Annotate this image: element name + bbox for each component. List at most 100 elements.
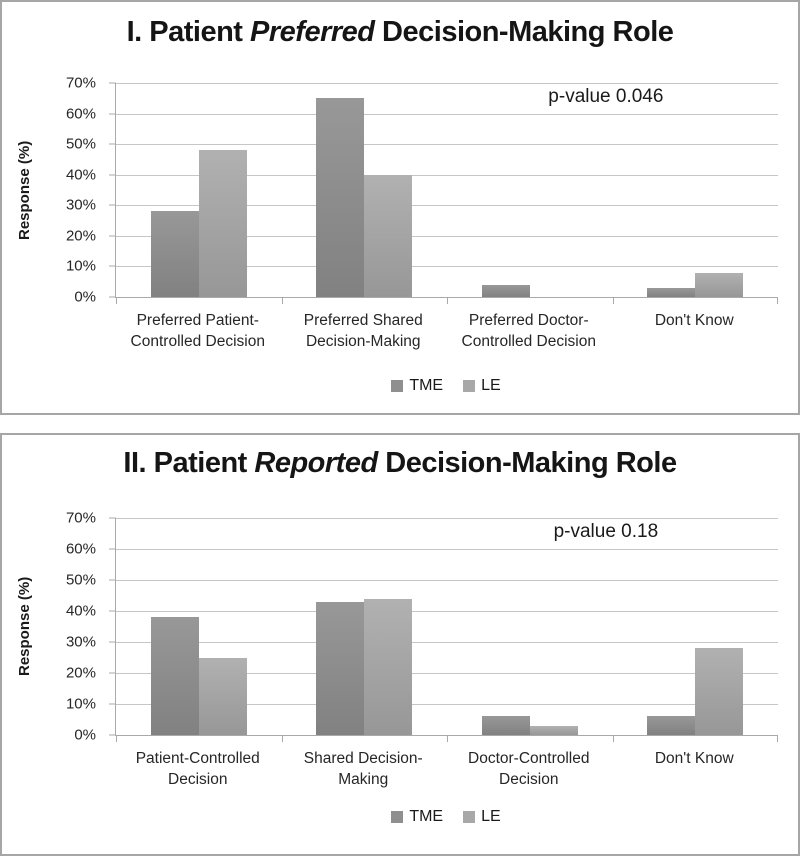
y-tick-mark (109, 143, 116, 145)
x-category-label: Shared Decision- Making (281, 748, 447, 790)
y-tick-mark (109, 82, 116, 84)
gridline (116, 174, 778, 176)
x-axis-labels: Preferred Patient- Controlled Decision Pre… (115, 310, 777, 352)
x-category-label: Patient-Controlled Decision (115, 748, 281, 790)
x-category-label-line: Decision-Making (305, 333, 421, 350)
x-category-label-line: Patient-Controlled (135, 750, 260, 767)
x-tick-mark (281, 297, 283, 304)
chart-panel-preferred-role: I. Patient Preferred Decision-Making Rol… (0, 0, 800, 415)
legend-label-le: LE (481, 377, 501, 394)
gridline (116, 549, 778, 550)
y-tick-mark (109, 235, 116, 237)
bar-le-group-2 (364, 598, 413, 735)
chart-title-suffix: Decision-Making Role (377, 447, 677, 479)
y-tick-label: 60% (65, 540, 96, 558)
x-category-label: Don't Know (612, 310, 778, 352)
x-category-label-line: Preferred Patient- (136, 312, 259, 329)
bar-tme-group-4 (647, 716, 696, 735)
legend-label-le: LE (481, 808, 501, 825)
y-tick-mark (109, 265, 116, 267)
y-tick-label: 0% (74, 726, 96, 744)
x-category-label-line: Making (338, 771, 389, 788)
bar-tme-group-2 (316, 601, 365, 735)
y-tick-mark (109, 296, 116, 298)
y-tick-mark (109, 113, 116, 115)
y-tick-mark (109, 204, 116, 206)
bar-le-group-4 (695, 648, 744, 735)
y-tick-mark (109, 672, 116, 674)
bar-tme-group-2 (316, 98, 365, 297)
x-category-label-line: Don't Know (654, 312, 734, 329)
x-tick-mark (447, 297, 448, 304)
y-tick-label: 10% (65, 695, 96, 713)
x-category-label-line: Preferred Doctor- (468, 312, 589, 329)
legend-swatch-tme-icon (391, 811, 404, 823)
y-tick-label: 30% (65, 633, 96, 651)
legend-item-tme: TME (391, 808, 443, 826)
chart-title-italic: Reported (254, 447, 378, 479)
y-tick-mark (109, 579, 116, 581)
chart-title-italic: Preferred (250, 16, 375, 48)
gridline (116, 580, 778, 581)
x-category-label-line: Decision (499, 771, 559, 788)
y-tick-label: 40% (65, 602, 96, 620)
x-category-label-line: Preferred Shared (303, 312, 423, 329)
chart-title: I. Patient Preferred Decision-Making Rol… (2, 16, 798, 49)
y-tick-label: 10% (65, 257, 96, 275)
y-axis-ticks: 0% 10% 20% 30% 40% 50% 60% 70% (2, 76, 102, 305)
bar-le-group-4 (695, 272, 744, 297)
bar-tme-group-4 (647, 287, 696, 297)
x-tick-mark (447, 735, 448, 742)
y-tick-mark (109, 548, 116, 550)
x-category-label-line: Controlled Decision (461, 333, 596, 350)
gridline (116, 113, 778, 115)
gridline (116, 673, 778, 675)
bar-tme-group-1 (150, 211, 199, 297)
gridline (116, 642, 778, 643)
x-category-label: Preferred Patient- Controlled Decision (115, 310, 281, 352)
y-tick-label: 60% (65, 105, 96, 123)
bar-le-group-1 (198, 150, 247, 297)
bar-tme-group-3 (481, 284, 530, 297)
gridline (116, 611, 778, 613)
x-category-label-line: Controlled Decision (130, 333, 265, 350)
x-tick-mark (777, 297, 778, 304)
p-value-annotation: p-value 0.18 (553, 521, 659, 542)
x-tick-mark (612, 735, 614, 742)
plot-area: p-value 0.18 (109, 517, 778, 742)
y-tick-label: 50% (65, 571, 96, 589)
x-category-label: Preferred Shared Decision-Making (281, 310, 447, 352)
y-tick-label: 70% (65, 509, 96, 527)
legend-swatch-tme-icon (391, 380, 404, 392)
p-value-annotation: p-value 0.046 (548, 86, 664, 107)
gridline (116, 144, 778, 146)
x-tick-mark (116, 735, 117, 742)
chart-panel-reported-role: II. Patient Reported Decision-Making Rol… (0, 433, 800, 856)
bar-le-group-2 (364, 174, 413, 297)
x-tick-mark (612, 297, 614, 304)
legend-swatch-le-icon (463, 811, 476, 823)
y-tick-label: 20% (65, 664, 96, 682)
plot-area: p-value 0.046 (109, 82, 778, 304)
chart-title-suffix: Decision-Making Role (374, 16, 674, 48)
chart-title-prefix: I. Patient (126, 16, 251, 48)
chart-title: II. Patient Reported Decision-Making Rol… (2, 447, 798, 480)
legend: TME LE (115, 377, 777, 395)
y-tick-mark (109, 703, 116, 705)
legend-label-tme: TME (409, 808, 444, 825)
x-tick-mark (281, 735, 283, 742)
gridline (116, 266, 778, 268)
y-axis-ticks: 0% 10% 20% 30% 40% 50% 60% 70% (2, 511, 102, 743)
y-tick-mark (109, 641, 116, 643)
x-category-label: Doctor-Controlled Decision (446, 748, 612, 790)
gridline (116, 235, 778, 237)
x-axis-labels: Patient-Controlled Decision Shared Decisio… (115, 748, 777, 790)
chart-title-prefix: II. Patient (123, 447, 255, 479)
gridline (116, 83, 778, 84)
x-tick-mark (116, 297, 117, 304)
y-tick-label: 70% (65, 74, 96, 92)
legend-item-le: LE (463, 808, 501, 826)
y-tick-mark (109, 734, 116, 736)
gridline (116, 518, 778, 519)
gridline (116, 704, 778, 706)
